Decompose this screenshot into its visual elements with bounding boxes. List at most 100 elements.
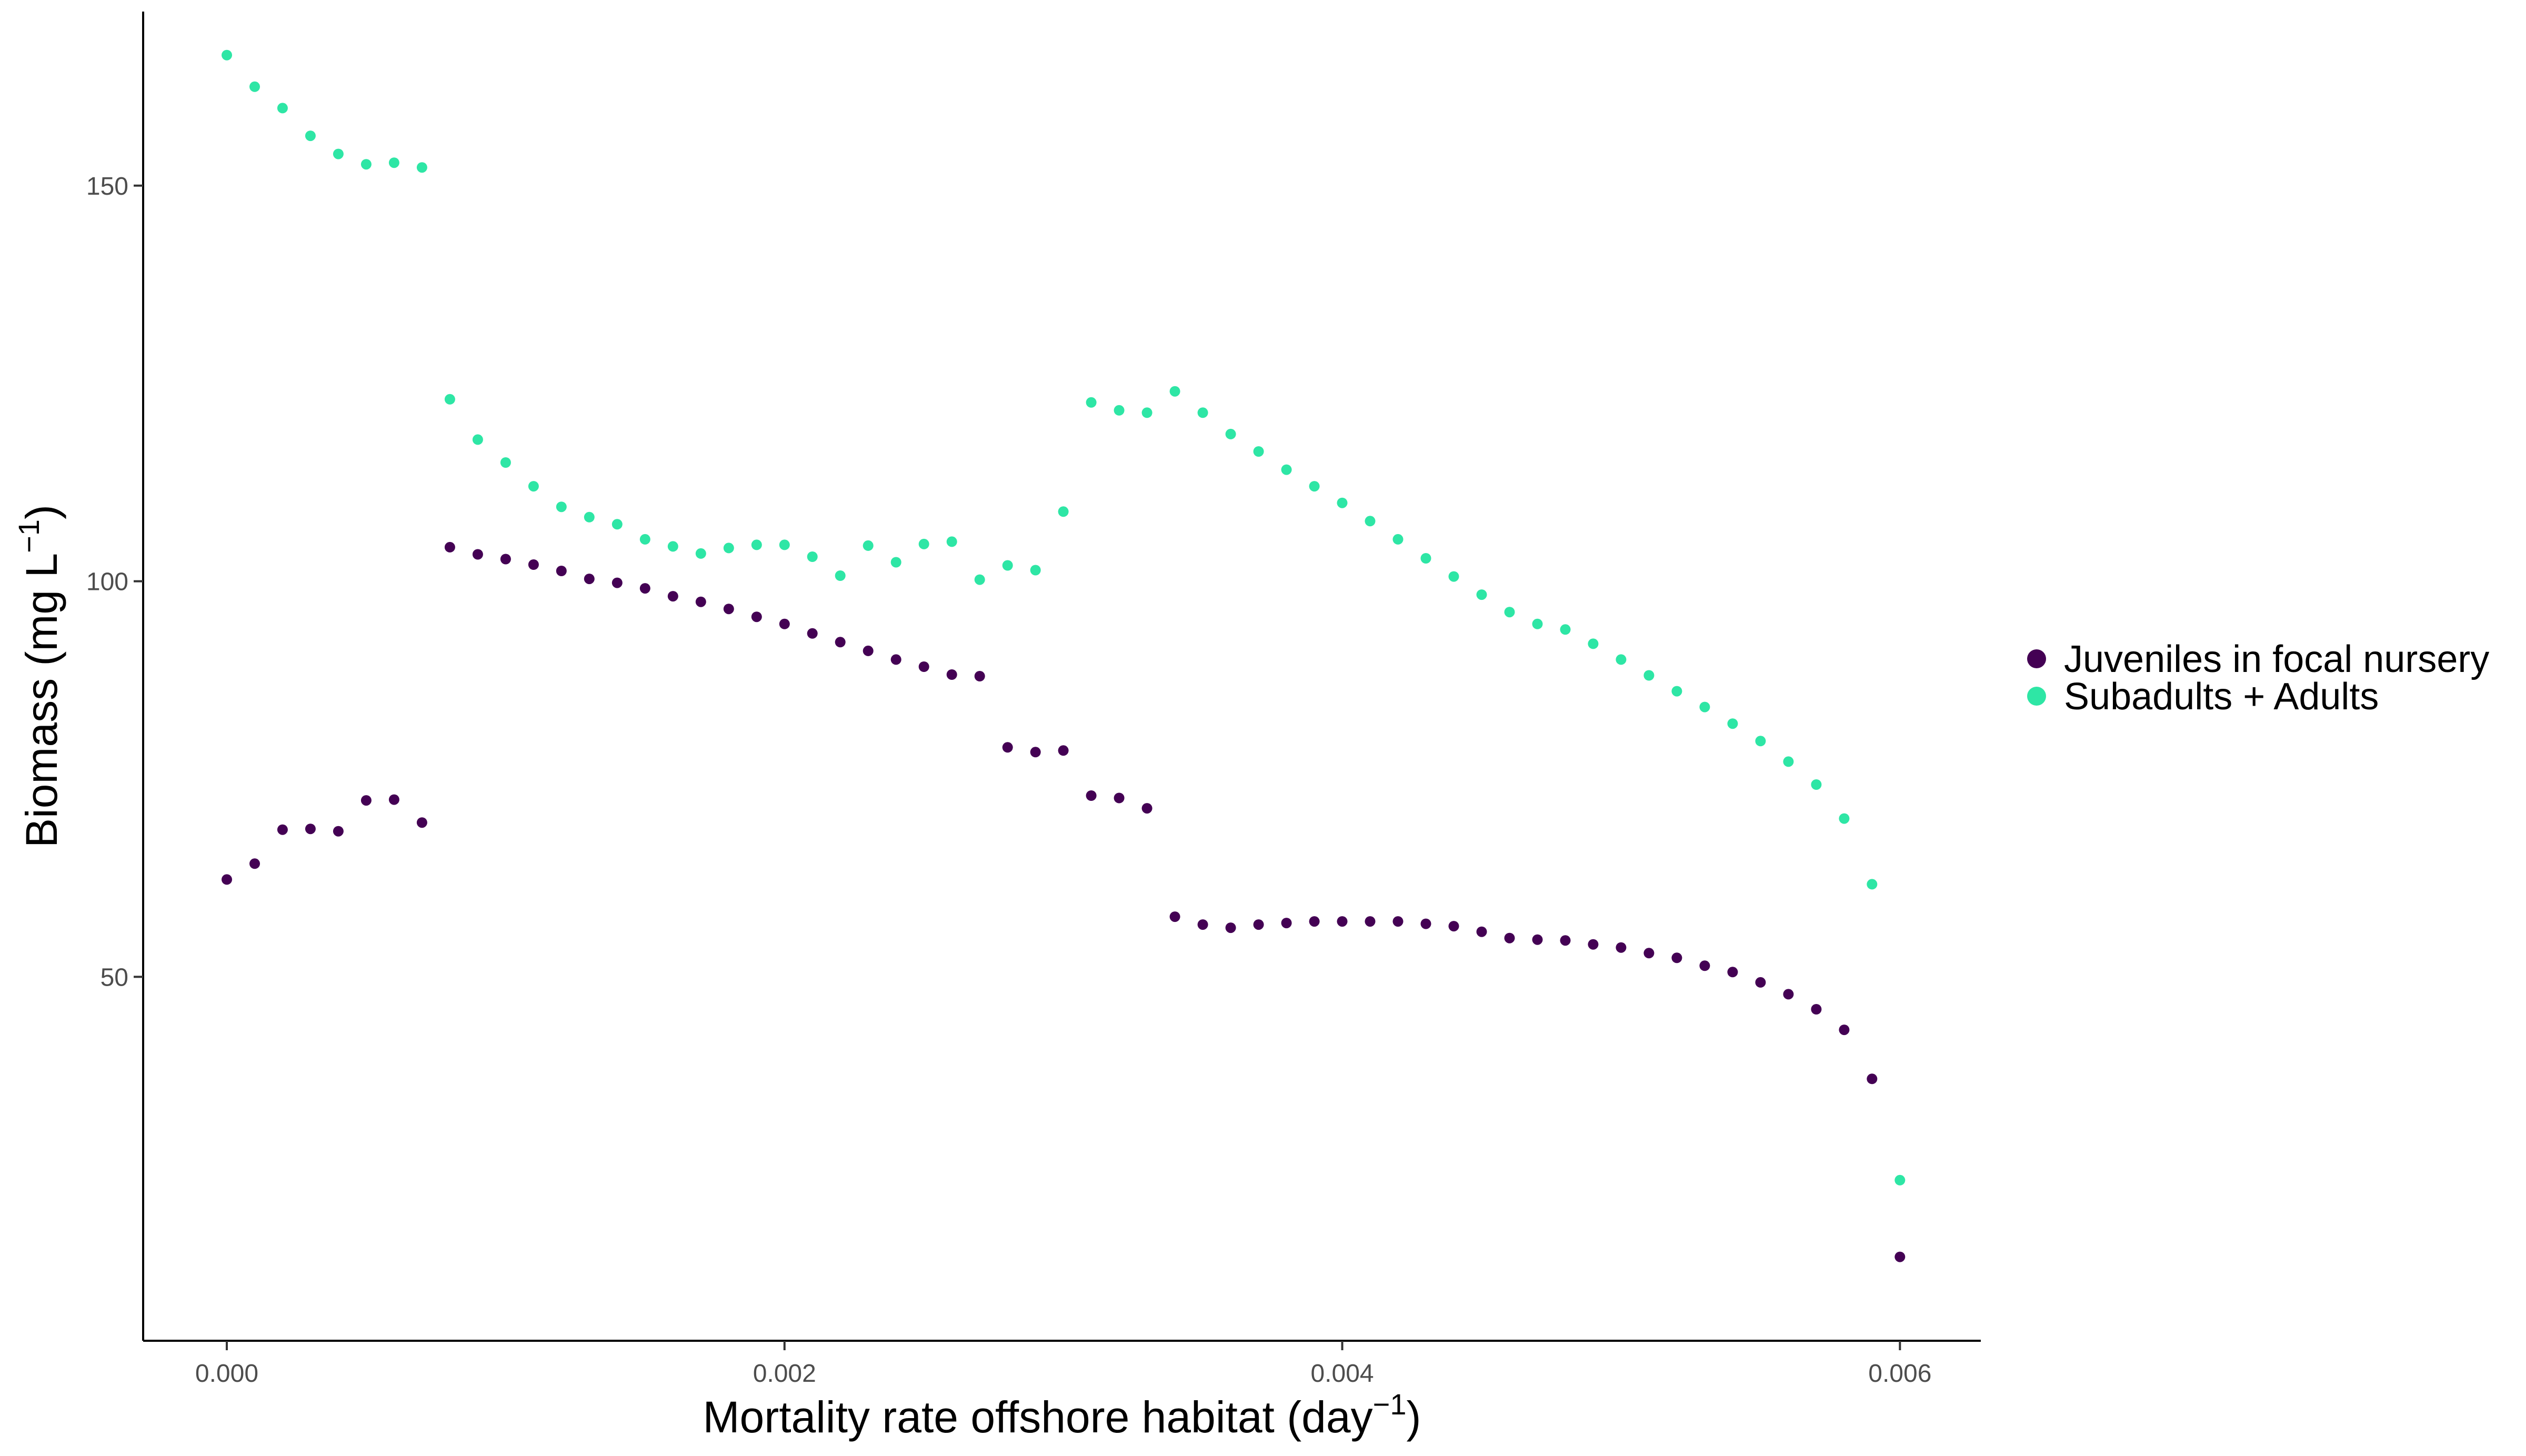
data-point <box>1253 919 1264 930</box>
data-point <box>1197 407 1208 418</box>
data-point <box>835 637 846 648</box>
data-point <box>249 858 260 869</box>
data-point <box>1839 1025 1850 1036</box>
data-point <box>1086 397 1097 408</box>
x-axis-title-sup: −1 <box>1373 1388 1407 1421</box>
data-point <box>1699 701 1710 712</box>
x-ticks: 0.000 0.002 0.004 0.006 <box>195 1341 1931 1388</box>
data-point <box>277 824 288 835</box>
x-tick-label: 0.004 <box>1310 1360 1374 1388</box>
x-tick-label: 0.006 <box>1868 1360 1931 1388</box>
data-point <box>584 574 595 585</box>
data-point <box>388 157 399 168</box>
series-subadults-adults <box>222 49 1906 1186</box>
data-point <box>1420 918 1431 929</box>
x-axis-title-suffix: ) <box>1406 1392 1421 1442</box>
legend-key-juveniles <box>2027 649 2046 668</box>
data-point <box>1141 407 1152 418</box>
data-point <box>974 671 985 681</box>
data-point <box>1588 939 1599 950</box>
data-point <box>1281 918 1292 929</box>
data-point <box>695 596 706 607</box>
data-point <box>1839 813 1850 824</box>
data-point <box>1783 756 1794 767</box>
data-point <box>946 536 957 547</box>
data-point <box>1894 1174 1906 1186</box>
data-point <box>1030 565 1041 576</box>
data-point <box>1783 989 1794 1000</box>
data-point <box>388 794 399 805</box>
data-point <box>1086 790 1097 801</box>
data-point <box>835 570 846 581</box>
data-point <box>863 645 874 656</box>
data-point <box>1253 446 1264 457</box>
data-point <box>360 159 372 170</box>
data-point <box>444 541 455 553</box>
data-point <box>305 824 316 835</box>
data-point <box>1002 560 1013 571</box>
data-point <box>723 604 734 615</box>
data-point <box>779 539 790 550</box>
data-point <box>1392 534 1404 545</box>
legend-label-juveniles: Juveniles in focal nursery <box>2064 638 2489 680</box>
data-point <box>1811 779 1822 790</box>
data-point <box>556 501 567 513</box>
y-tick-label: 50 <box>101 963 128 991</box>
y-tick-label: 150 <box>86 173 128 200</box>
data-point <box>1560 935 1571 946</box>
data-point <box>1058 745 1069 756</box>
data-point <box>1588 638 1599 649</box>
data-point <box>1281 464 1292 475</box>
data-points <box>222 49 1906 1262</box>
data-point <box>333 826 344 837</box>
data-point <box>723 543 734 554</box>
data-point <box>667 591 678 602</box>
data-point <box>222 49 232 61</box>
y-axis-title-text: Biomass (mg L <box>17 553 66 848</box>
data-point <box>751 539 762 550</box>
data-point <box>890 654 901 665</box>
data-point <box>639 583 650 594</box>
data-point <box>918 538 929 549</box>
data-point <box>1365 916 1376 927</box>
data-point <box>1114 792 1125 804</box>
data-point <box>1114 405 1125 416</box>
data-point <box>249 81 260 92</box>
data-point <box>1699 960 1710 971</box>
data-point <box>1755 977 1766 988</box>
data-point <box>612 519 623 530</box>
data-point <box>1671 686 1682 697</box>
data-point <box>1671 952 1682 963</box>
x-tick-label: 0.002 <box>753 1360 816 1388</box>
data-point <box>1504 932 1515 943</box>
data-point <box>360 795 372 806</box>
x-axis-title-text: Mortality rate offshore habitat (day <box>703 1392 1373 1442</box>
data-point <box>1030 747 1041 758</box>
data-point <box>1169 911 1180 922</box>
data-point <box>1448 921 1459 932</box>
data-point <box>1365 516 1376 527</box>
data-point <box>612 577 623 588</box>
data-point <box>500 457 511 468</box>
data-point <box>1309 481 1320 492</box>
data-point <box>1337 916 1348 927</box>
data-point <box>1616 942 1627 953</box>
data-point <box>1727 967 1738 978</box>
data-point <box>472 549 483 560</box>
data-point <box>1309 916 1320 927</box>
data-point <box>946 669 957 680</box>
data-point <box>333 148 344 159</box>
data-point <box>1392 916 1404 927</box>
data-point <box>639 534 650 545</box>
data-point <box>667 541 678 552</box>
data-point <box>1532 934 1543 945</box>
y-axis-title: Biomass (mg L−1) <box>12 505 66 848</box>
data-point <box>305 130 316 142</box>
legend-label-subadults-adults: Subadults + Adults <box>2064 676 2379 718</box>
data-point <box>444 394 455 405</box>
data-point <box>277 103 288 114</box>
x-axis-title: Mortality rate offshore habitat (day−1) <box>703 1388 1421 1442</box>
data-point <box>1811 1004 1822 1015</box>
data-point <box>1560 624 1571 635</box>
data-point <box>1169 386 1180 397</box>
